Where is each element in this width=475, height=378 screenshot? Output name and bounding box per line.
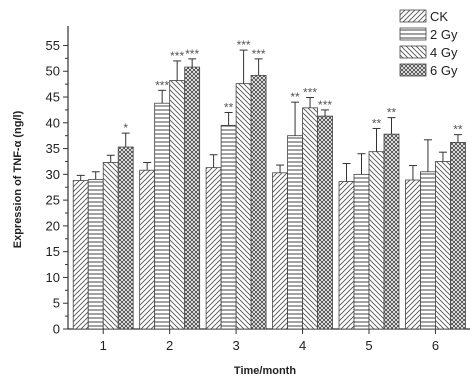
bar	[353, 173, 370, 330]
bar	[205, 167, 222, 330]
y-tick-label: 20	[46, 218, 60, 233]
significance-label: **	[290, 90, 300, 104]
x-tick-label: 2	[166, 338, 173, 353]
y-tick-label: 55	[46, 38, 60, 53]
y-tick-label: 15	[46, 244, 60, 259]
bar	[184, 66, 201, 330]
significance-label: **	[372, 116, 382, 130]
bar	[102, 162, 119, 330]
legend-swatch	[399, 9, 427, 23]
bar	[154, 102, 171, 330]
bar	[368, 151, 385, 330]
bar	[169, 80, 186, 330]
significance-label: ***	[185, 47, 199, 61]
y-ticks: 0 5 10 15 20 25 30 35 40 45 50 55	[46, 38, 68, 337]
bar	[87, 179, 104, 330]
legend: CK 2 Gy 4 Gy 6 Gy	[399, 9, 458, 78]
x-tick-label: 3	[232, 338, 239, 353]
bar	[220, 124, 237, 330]
legend-label: 4 Gy	[430, 45, 458, 60]
x-ticks: 1 2 3 4 5 6	[100, 329, 439, 353]
legend-swatch	[399, 27, 427, 41]
axes	[67, 26, 470, 330]
y-axis-title: Expression of TNF-α (ng/l)	[12, 110, 24, 248]
bar	[420, 171, 436, 330]
bar	[317, 115, 333, 330]
bar	[302, 107, 318, 330]
y-tick-label: 45	[46, 90, 60, 105]
significance-label: ***	[318, 98, 332, 112]
bar	[338, 181, 355, 330]
x-axis-title: Time/month	[234, 365, 296, 377]
significance-label: *	[123, 121, 128, 135]
bar	[72, 180, 89, 330]
y-tick-label: 40	[46, 115, 60, 130]
x-tick-label: 6	[432, 338, 439, 353]
y-tick-label: 50	[46, 64, 60, 79]
legend-label: 6 Gy	[430, 63, 458, 78]
error-bars	[76, 49, 462, 182]
bar	[272, 172, 288, 330]
significance-label: ***	[252, 47, 266, 61]
significance-label: ***	[170, 49, 184, 63]
legend-label: CK	[430, 9, 448, 24]
y-tick-label: 0	[53, 322, 60, 337]
bar	[287, 135, 303, 330]
y-tick-label: 10	[46, 270, 60, 285]
x-tick-label: 5	[365, 338, 372, 353]
bar	[435, 161, 451, 330]
bar	[450, 141, 466, 330]
significance-label: ***	[303, 86, 317, 100]
y-tick-label: 35	[46, 141, 60, 156]
bar	[235, 83, 252, 330]
legend-label: 2 Gy	[430, 27, 458, 42]
y-tick-label: 5	[53, 296, 60, 311]
significance-label: **	[387, 106, 397, 120]
bar	[139, 169, 156, 330]
y-tick-label: 30	[46, 167, 60, 182]
bar	[383, 133, 400, 330]
bar	[117, 146, 134, 330]
significance-label: ***	[237, 38, 251, 52]
x-tick-label: 4	[299, 338, 306, 353]
legend-swatch	[399, 63, 427, 77]
y-tick-label: 25	[46, 193, 60, 208]
significance-labels: ******* ************* ************	[123, 38, 463, 137]
legend-swatch	[399, 45, 427, 59]
bar	[405, 179, 421, 330]
significance-label: ***	[155, 78, 169, 92]
x-tick-label: 1	[100, 338, 107, 353]
bars	[72, 66, 466, 330]
bar	[250, 74, 267, 330]
significance-label: **	[224, 100, 234, 114]
significance-label: **	[453, 123, 463, 137]
